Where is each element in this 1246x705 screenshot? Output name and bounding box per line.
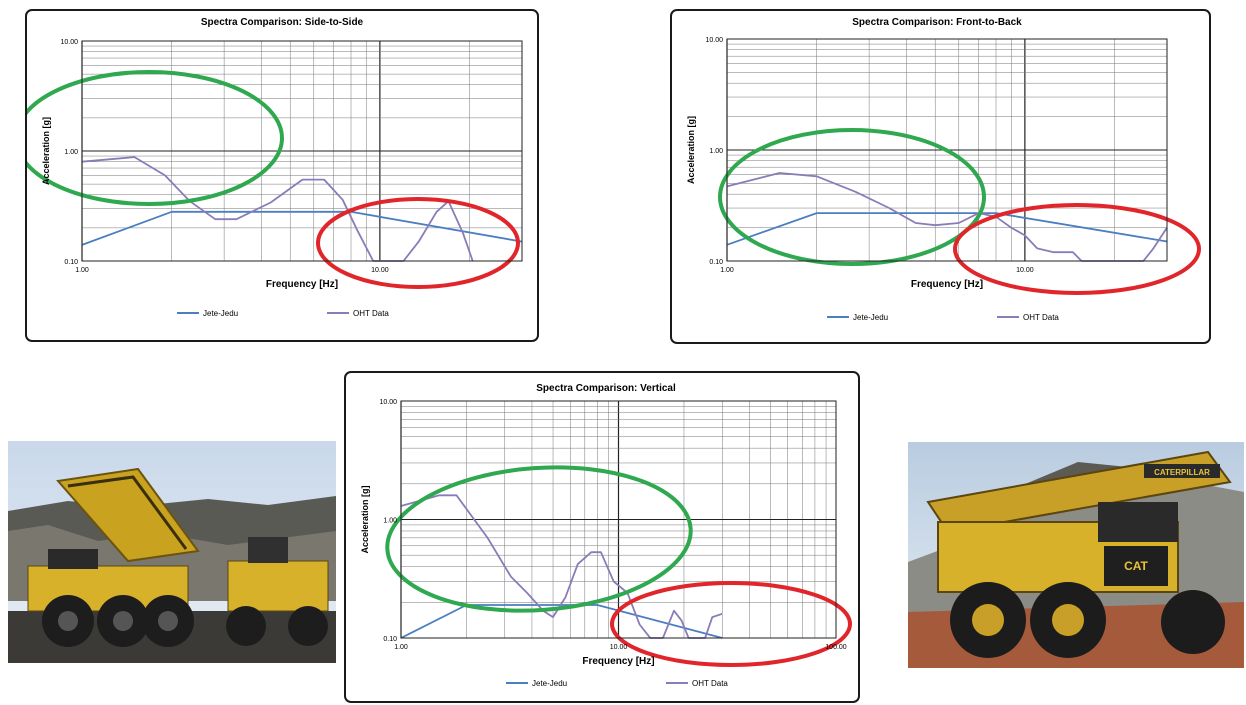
x-tick-label: 10.00: [610, 644, 628, 651]
series-line: [81, 210, 523, 246]
legend-label: Jete-Jedu: [853, 313, 888, 322]
y-tick-label: 1.00: [64, 149, 78, 156]
chart-panel-front-to-back: 0.10 1.00 10.00 1.00 10.00 Spectra Compariso…: [670, 9, 1211, 344]
x-axis-label: Frequency [Hz]: [911, 279, 983, 290]
chart-title: Spectra Comparison: Side-to-Side: [201, 17, 364, 28]
legend-label: Jete-Jedu: [532, 679, 567, 688]
chart-panel-side-to-side: 0.10 1.00 10.00 1.00 10.00 Spectra Compariso…: [25, 9, 539, 342]
y-tick-label: 0.10: [709, 259, 723, 266]
plot-frame: [81, 40, 523, 262]
x-tick-label: 1.00: [720, 267, 734, 274]
green-annotation-ellipse: [385, 465, 693, 613]
legend-label: OHT Data: [353, 309, 389, 318]
series-line: [81, 156, 474, 262]
x-tick-label: 100.00: [825, 644, 847, 651]
series-line: [400, 604, 723, 639]
series-line: [726, 172, 1168, 262]
x-axis-label: Frequency [Hz]: [582, 656, 654, 667]
y-tick-label: 1.00: [383, 518, 397, 525]
chart-title: Spectra Comparison: Vertical: [536, 383, 676, 394]
legend-label: OHT Data: [1023, 313, 1059, 322]
legend-label: OHT Data: [692, 679, 728, 688]
chart-panel-vertical: 0.10 1.00 10.00 1.00 10.00 100.00 Spectra Com…: [344, 371, 860, 703]
legend-label: Jete-Jedu: [203, 309, 238, 318]
red-annotation-ellipse: [316, 197, 520, 289]
x-tick-label: 10.00: [1016, 267, 1034, 274]
y-tick-label: 0.10: [383, 636, 397, 643]
plot-frame: [726, 38, 1168, 262]
green-annotation-ellipse: [27, 70, 284, 206]
truck-badge-text: CAT: [1124, 559, 1148, 573]
red-annotation-ellipse: [610, 581, 852, 667]
x-tick-label: 1.00: [75, 267, 89, 274]
haul-truck-road-photo: CATERPILLAR CAT: [908, 442, 1244, 668]
y-axis-label: Acceleration [g]: [360, 485, 370, 553]
x-tick-label: 1.00: [394, 644, 408, 651]
haul-truck-dumping-photo: [8, 441, 336, 663]
truck-logo-text: CATERPILLAR: [1154, 468, 1210, 477]
chart-title: Spectra Comparison: Front-to-Back: [852, 17, 1022, 28]
y-tick-label: 0.10: [64, 259, 78, 266]
series-line: [726, 212, 1168, 246]
series-line: [400, 494, 723, 639]
x-tick-label: 10.00: [371, 267, 389, 274]
y-tick-label: 10.00: [379, 399, 397, 406]
red-annotation-ellipse: [953, 203, 1201, 295]
y-tick-label: 10.00: [60, 39, 78, 46]
green-annotation-ellipse: [718, 128, 986, 266]
plot-frame: [400, 400, 837, 639]
x-axis-label: Frequency [Hz]: [266, 279, 338, 290]
y-tick-label: 10.00: [705, 37, 723, 44]
y-axis-label: Acceleration [g]: [41, 117, 51, 185]
y-axis-label: Acceleration [g]: [686, 116, 696, 184]
y-tick-label: 1.00: [709, 148, 723, 155]
